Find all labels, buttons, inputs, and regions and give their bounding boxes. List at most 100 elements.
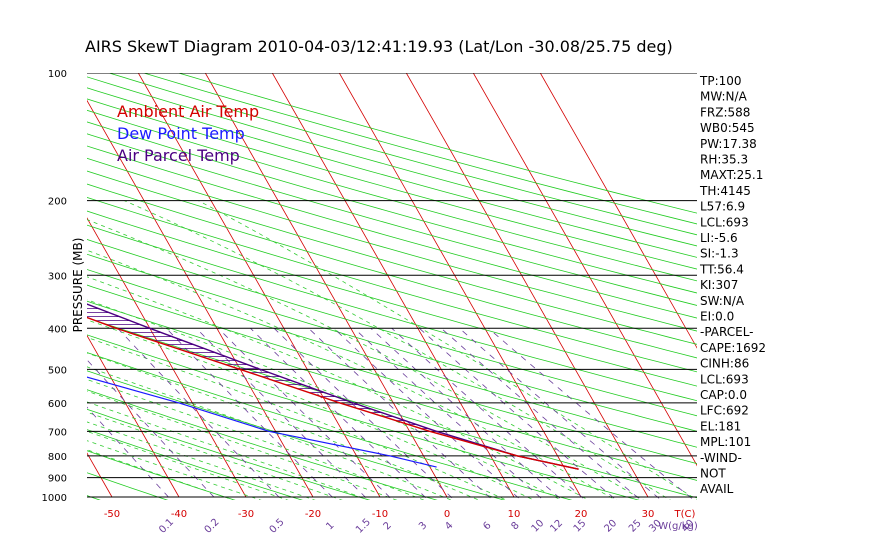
index-entry: SW:N/A — [700, 294, 745, 308]
isotherm-line — [472, 73, 697, 467]
dry-adiabat-line — [87, 408, 371, 500]
dry-adiabat-line — [87, 183, 697, 359]
index-entry: EL:181 — [700, 419, 741, 433]
mixing-ratio-tick-label: 2 — [382, 520, 394, 532]
index-entry: CAPE:1692 — [700, 341, 766, 355]
ambient-profile — [87, 316, 579, 470]
moist-adiabat-line — [87, 249, 617, 500]
index-entry: EI:0.0 — [700, 310, 734, 324]
moist-adiabat-line — [198, 200, 697, 500]
index-entry: KI:307 — [700, 278, 738, 292]
pressure-axis-label: PRESSURE (MB) — [71, 238, 85, 333]
dry-adiabat-line — [87, 472, 169, 500]
mixing-ratio-tick-label: 3 — [417, 520, 429, 532]
pressure-tick-label: 200 — [48, 197, 67, 208]
mixing-ratio-line — [419, 328, 617, 500]
temperature-tick-label: -20 — [305, 509, 321, 520]
index-entry: CAP:0.0 — [700, 388, 747, 402]
index-entry: TH:4145 — [699, 184, 751, 198]
mixing-ratio-tick-label: 4 — [443, 520, 455, 532]
temperature-tick-label: 30 — [642, 509, 655, 520]
mixing-ratio-unit-label: W(g/kg) — [658, 521, 698, 532]
moist-adiabat-line — [87, 440, 262, 500]
dry-adiabat-line — [87, 334, 640, 500]
dry-adiabat-line — [178, 73, 697, 214]
dry-adiabat-line — [87, 224, 697, 402]
isotherm-line — [405, 73, 649, 498]
isotherm-line — [338, 73, 582, 498]
dry-adiabat-line — [87, 109, 697, 282]
temperature-tick-label: -30 — [238, 509, 254, 520]
dry-adiabat-line — [87, 450, 236, 500]
legend-entry: Dew Point Temp — [117, 124, 245, 143]
mixing-ratio-tick-label: 1.5 — [354, 517, 373, 536]
chart-title: AIRS SkewT Diagram 2010-04-03/12:41:19.9… — [85, 37, 673, 56]
temperature-tick-label: 10 — [508, 509, 521, 520]
isotherm-line — [271, 73, 515, 498]
dry-adiabat-line — [87, 284, 697, 465]
parcel-profile — [87, 303, 579, 470]
index-entry: TP:100 — [699, 74, 742, 88]
index-entry: FRZ:588 — [700, 105, 750, 119]
pressure-tick-label: 500 — [48, 365, 67, 376]
mixing-ratio-line — [250, 328, 429, 500]
index-entry: -WIND- — [700, 451, 742, 465]
index-entry: L57:6.9 — [700, 200, 745, 214]
temperature-tick-label: 0 — [444, 509, 450, 520]
mixing-ratio-line — [196, 328, 369, 500]
mixing-ratio-tick-label: 1 — [324, 520, 336, 532]
pressure-tick-label: 1000 — [42, 493, 67, 504]
mixing-ratio-tick-label: 20 — [602, 518, 619, 535]
moist-adiabat-line — [87, 449, 235, 500]
moist-adiabat-line — [87, 276, 590, 500]
dry-adiabat-line — [87, 87, 697, 258]
mixing-ratio-tick-label: 10 — [530, 518, 547, 535]
dry-adiabat-line — [87, 269, 697, 448]
index-entry: WB0:545 — [700, 121, 755, 135]
moist-adiabat-line — [87, 337, 508, 500]
dry-adiabat-line — [87, 389, 438, 500]
temperature-tick-label: -40 — [171, 509, 187, 520]
legend-entry: Ambient Air Temp — [117, 102, 259, 121]
moist-adiabat-line — [87, 319, 535, 500]
moist-adiabat-line — [87, 366, 453, 500]
temperature-tick-label: 20 — [575, 509, 588, 520]
isotherm-line — [87, 99, 314, 498]
index-entry: MPL:101 — [700, 435, 751, 449]
dry-adiabat-line — [87, 121, 697, 294]
dry-adiabat-line — [87, 317, 697, 499]
index-entry: RH:35.3 — [700, 153, 748, 167]
pressure-tick-label: 800 — [48, 452, 67, 463]
moist-adiabat-line — [87, 219, 644, 500]
mixing-ratio-line — [273, 328, 455, 500]
index-entry: AVAIL — [700, 482, 734, 496]
moist-adiabat-line — [87, 421, 316, 500]
dry-adiabat-line — [87, 196, 697, 373]
index-entry: MW:N/A — [700, 90, 748, 104]
index-entry: CINH:86 — [700, 357, 749, 371]
index-entry: LCL:693 — [700, 215, 749, 229]
isotherm-line — [0, 73, 45, 497]
index-entry: MAXT:25.1 — [700, 168, 763, 182]
index-entry: NOT — [700, 467, 726, 481]
mixing-ratio-tick-label: 8 — [510, 520, 522, 532]
moist-adiabat-line — [87, 411, 343, 500]
pressure-tick-label: 100 — [48, 69, 67, 80]
mixing-ratio-line — [308, 328, 494, 500]
pressure-tick-label: 600 — [48, 399, 67, 410]
moist-adiabat-line — [87, 379, 425, 500]
index-entry: LI:-5.6 — [700, 231, 738, 245]
dry-adiabat-line — [87, 352, 573, 500]
isotherm-line — [137, 73, 381, 498]
moist-adiabat-line — [87, 430, 289, 500]
dry-adiabat-line — [87, 157, 697, 332]
temperature-tick-label: -50 — [104, 509, 120, 520]
mixing-ratio-tick-label: 0.5 — [268, 517, 287, 536]
isotherm-line — [87, 217, 247, 498]
mixing-ratio-line — [218, 328, 394, 500]
index-entry: LFC:692 — [700, 404, 749, 418]
dry-adiabat-line — [87, 145, 697, 319]
dry-adiabat-line — [87, 253, 697, 432]
moist-adiabat-line — [87, 299, 562, 500]
